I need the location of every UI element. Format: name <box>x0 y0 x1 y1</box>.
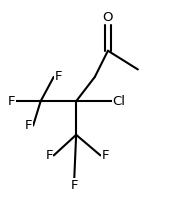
Text: F: F <box>101 149 109 162</box>
Text: F: F <box>25 119 32 132</box>
Text: F: F <box>55 70 62 83</box>
Text: F: F <box>45 149 53 162</box>
Text: O: O <box>103 11 113 24</box>
Text: F: F <box>70 179 78 192</box>
Text: F: F <box>8 95 15 108</box>
Text: Cl: Cl <box>113 95 126 108</box>
